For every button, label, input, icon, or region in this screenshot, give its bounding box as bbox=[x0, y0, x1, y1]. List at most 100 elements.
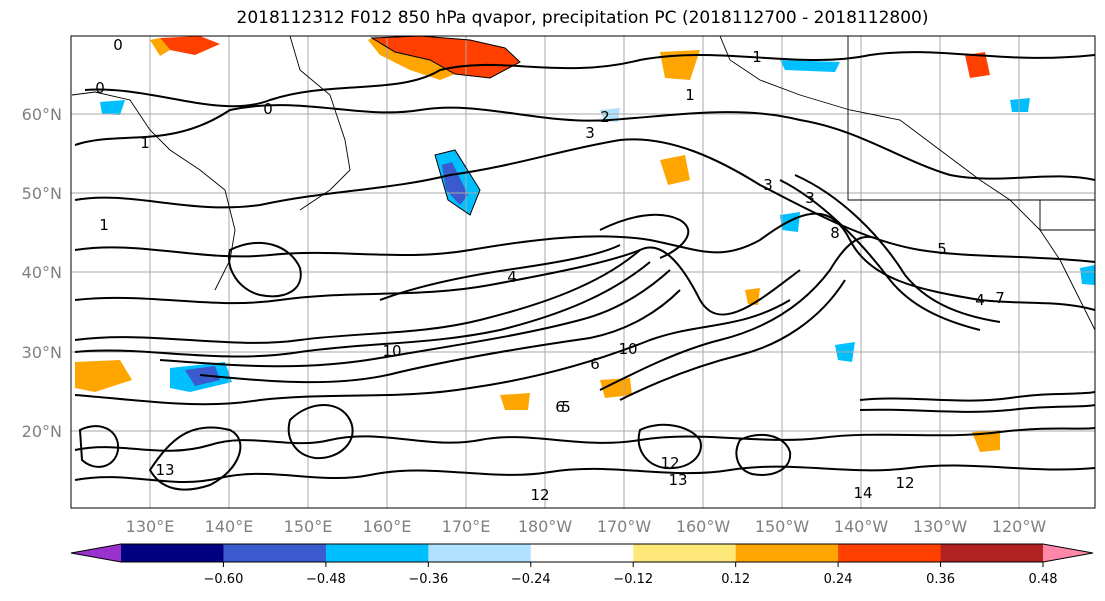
colorbar-extend-max bbox=[1043, 544, 1093, 562]
contour-line bbox=[619, 279, 846, 401]
positive-anomaly-patch bbox=[965, 52, 990, 78]
lon-tick-label: 150°W bbox=[755, 517, 810, 536]
contour-label: 1 bbox=[685, 86, 695, 104]
lat-tick-label: 40°N bbox=[22, 263, 62, 282]
positive-anomaly-patch bbox=[160, 36, 220, 55]
contour-line bbox=[287, 404, 354, 460]
colorbar-bin bbox=[325, 544, 429, 562]
contour-label: 0 bbox=[95, 79, 105, 97]
positive-anomaly-patch bbox=[150, 38, 170, 56]
contour-line bbox=[74, 299, 791, 406]
lon-tick-label: 140°E bbox=[205, 517, 254, 536]
lon-tick-label: 130°E bbox=[126, 517, 175, 536]
negative-anomaly-patch bbox=[1010, 98, 1030, 112]
lat-tick-label: 20°N bbox=[22, 422, 62, 441]
colorbar-bin bbox=[121, 544, 224, 562]
kamchatka-coastline bbox=[289, 36, 351, 211]
anomaly-outlines bbox=[370, 36, 521, 216]
colorbar-tick-label: 0.48 bbox=[1029, 572, 1058, 587]
colorbar-bin bbox=[428, 544, 532, 562]
figure-title: 2018112312 F012 850 hPa qvapor, precipit… bbox=[236, 8, 929, 28]
asia-coastline bbox=[71, 91, 236, 291]
positive-anomaly-patch bbox=[75, 360, 132, 392]
contour-line bbox=[859, 404, 1095, 413]
negative-anomaly-patch bbox=[442, 162, 468, 205]
contour-line bbox=[148, 426, 242, 491]
contour-line bbox=[74, 212, 1095, 311]
contour-line bbox=[379, 244, 621, 301]
negative-anomaly-patch bbox=[1080, 265, 1095, 285]
colorbar: −0.60 −0.48 −0.36 −0.24 −0.12 0.12 0.24 0.36 0.4… bbox=[70, 543, 1094, 587]
contour-line bbox=[779, 179, 981, 331]
colorbar-outline bbox=[70, 543, 1094, 563]
map-layers bbox=[71, 36, 1095, 508]
contour-label: 3 bbox=[585, 124, 595, 142]
lon-tick-label: 120°W bbox=[992, 517, 1047, 536]
colorbar-tick-label: −0.36 bbox=[408, 572, 448, 587]
lon-tick-label: 170°W bbox=[597, 517, 652, 536]
colorbar-bin bbox=[530, 544, 634, 562]
contour-label: 1 bbox=[140, 134, 150, 152]
negative-anomaly-patch bbox=[100, 100, 125, 115]
lon-tick-label: 170°E bbox=[442, 517, 491, 536]
colorbar-tick-label: −0.48 bbox=[306, 572, 346, 587]
lat-tick-label: 60°N bbox=[22, 105, 62, 124]
lat-tick-label: 50°N bbox=[22, 184, 62, 203]
contour-label: 10 bbox=[618, 340, 637, 358]
contour-line bbox=[74, 249, 641, 305]
contour-line bbox=[859, 391, 1095, 402]
colorbar-bin bbox=[735, 544, 839, 562]
contour-line bbox=[199, 289, 681, 384]
contour-label: 5 bbox=[937, 240, 947, 258]
contour-label: 1 bbox=[99, 216, 109, 234]
colorbar-tick-label: −0.24 bbox=[511, 572, 551, 587]
positive-anomaly-patch bbox=[660, 50, 700, 80]
contour-line bbox=[159, 269, 671, 368]
qvapor-contours bbox=[74, 51, 1095, 491]
longitude-labels: 130°E 140°E 150°E 160°E 170°E 180°W 170°W 160°W… bbox=[126, 517, 1047, 536]
colorbar-tick-label: −0.12 bbox=[613, 572, 653, 587]
anomaly-outline bbox=[434, 149, 481, 216]
contour-label: 12 bbox=[660, 454, 679, 472]
contour-line bbox=[74, 138, 1095, 263]
contour-line bbox=[74, 261, 651, 358]
contour-label: 8 bbox=[830, 224, 840, 242]
contour-line bbox=[599, 213, 690, 259]
negative-anomaly-patch bbox=[780, 60, 840, 72]
contour-label: 2 bbox=[600, 108, 610, 126]
contour-label: 12 bbox=[530, 486, 549, 504]
contour-line bbox=[599, 235, 881, 391]
positive-anomaly-patch bbox=[500, 393, 530, 410]
contour-label: 7 bbox=[995, 289, 1005, 307]
contour-label: 1 bbox=[752, 48, 762, 66]
contour-label: 4 bbox=[507, 268, 517, 286]
contour-line bbox=[74, 104, 1095, 181]
lon-tick-label: 140°W bbox=[834, 517, 889, 536]
contour-label: 3 bbox=[805, 189, 815, 207]
colorbar-tick-label: −0.60 bbox=[204, 572, 244, 587]
colorbar-bin bbox=[633, 544, 737, 562]
colorbar-bin bbox=[838, 544, 942, 562]
contour-line bbox=[794, 174, 1001, 323]
colorbar-tick-label: 0.24 bbox=[824, 572, 853, 587]
contour-label: 14 bbox=[853, 484, 872, 502]
lat-tick-label: 30°N bbox=[22, 343, 62, 362]
contour-label: 6 bbox=[590, 355, 600, 373]
contour-label: 3 bbox=[763, 176, 773, 194]
latitude-labels: 60°N 50°N 40°N 30°N 20°N bbox=[22, 105, 62, 441]
contour-line bbox=[74, 246, 801, 344]
positive-anomaly-patch bbox=[372, 36, 520, 78]
contour-line bbox=[74, 427, 1095, 452]
colorbar-bin bbox=[223, 544, 327, 562]
lon-tick-label: 180°W bbox=[518, 517, 573, 536]
contour-label: 0 bbox=[113, 36, 123, 54]
border-line bbox=[1039, 200, 1095, 231]
negative-anomaly-patch bbox=[600, 108, 620, 122]
contour-label: 12 bbox=[895, 474, 914, 492]
positive-anomaly-patch bbox=[368, 38, 455, 80]
contour-line bbox=[735, 433, 792, 476]
colorbar-tick-label: 0.12 bbox=[721, 572, 750, 587]
contour-label: 4 bbox=[975, 291, 985, 309]
